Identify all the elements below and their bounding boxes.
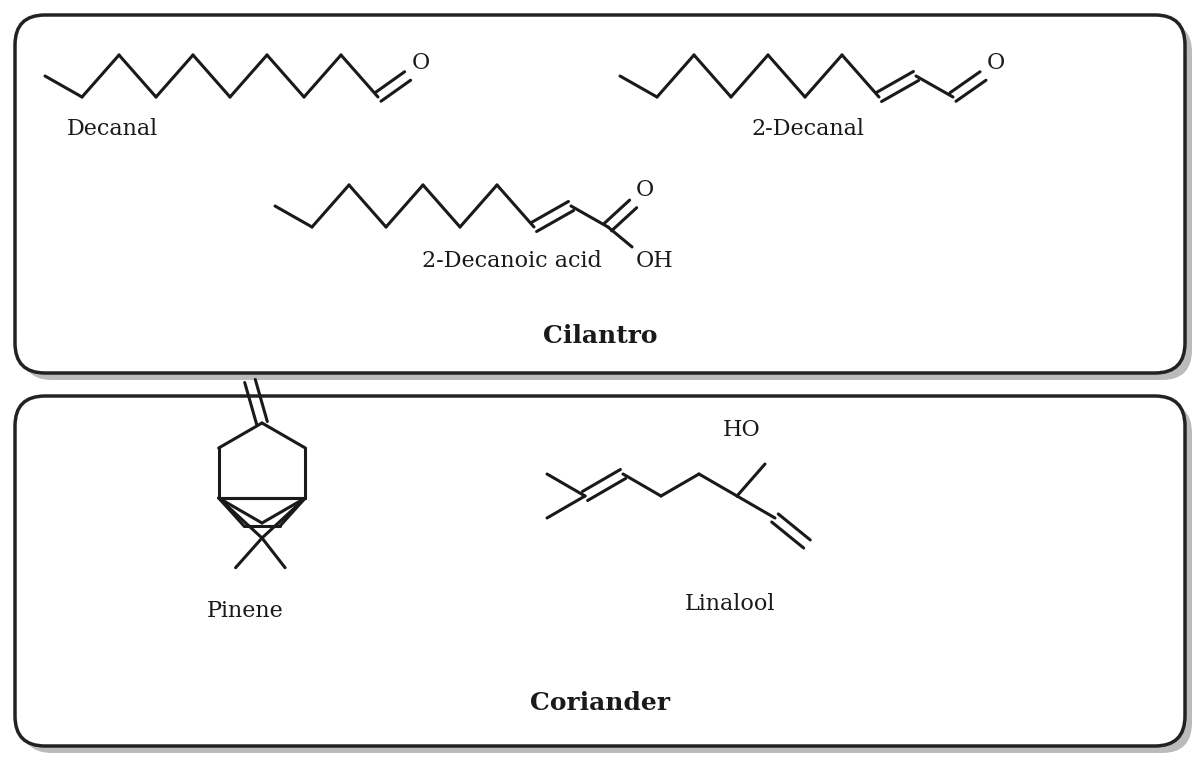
Text: Decanal: Decanal	[66, 118, 157, 140]
Text: 2-Decanal: 2-Decanal	[751, 118, 864, 140]
FancyBboxPatch shape	[22, 22, 1192, 380]
Text: Linalool: Linalool	[685, 593, 775, 615]
Text: Coriander: Coriander	[530, 691, 670, 715]
FancyBboxPatch shape	[14, 396, 1186, 746]
FancyBboxPatch shape	[22, 403, 1192, 753]
Text: O: O	[412, 52, 430, 74]
Text: O: O	[986, 52, 1006, 74]
Text: Cilantro: Cilantro	[542, 324, 658, 348]
Text: 2-Decanoic acid: 2-Decanoic acid	[422, 250, 602, 272]
Text: Pinene: Pinene	[206, 600, 283, 622]
Text: O: O	[636, 179, 654, 201]
Text: OH: OH	[636, 250, 674, 272]
Text: HO: HO	[724, 419, 761, 441]
FancyBboxPatch shape	[14, 15, 1186, 373]
